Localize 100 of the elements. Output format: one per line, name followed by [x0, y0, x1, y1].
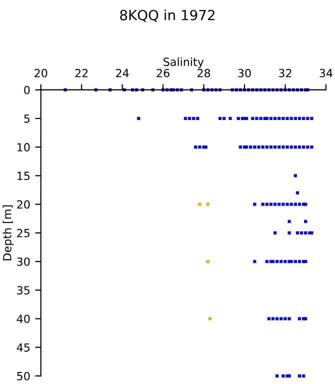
point	[282, 116, 285, 120]
point	[228, 116, 232, 120]
point	[286, 202, 289, 206]
point	[269, 116, 273, 120]
point	[208, 317, 212, 320]
point	[251, 116, 254, 120]
point	[310, 146, 314, 149]
point	[304, 220, 308, 224]
point	[267, 317, 270, 320]
point	[288, 231, 291, 234]
point	[280, 317, 283, 320]
point	[194, 146, 198, 149]
point	[278, 146, 281, 149]
x-tick-label: 34	[320, 68, 332, 78]
point	[222, 116, 226, 120]
point	[265, 146, 268, 149]
point	[265, 260, 268, 264]
point	[192, 116, 196, 120]
point	[282, 202, 285, 206]
point	[259, 116, 262, 120]
point	[206, 260, 210, 264]
y-tick-label: 40	[16, 314, 30, 324]
x-tick-label: 28	[198, 68, 210, 78]
point	[298, 202, 302, 206]
point	[253, 260, 256, 264]
point	[238, 146, 242, 149]
point	[276, 374, 279, 378]
point	[302, 374, 306, 378]
point	[294, 202, 297, 206]
point	[271, 317, 275, 320]
point	[273, 202, 277, 206]
chart-title: 8KQQ in 1972	[120, 10, 214, 22]
point	[298, 317, 302, 320]
point	[206, 202, 210, 206]
y-tick-label: 10	[18, 143, 30, 152]
point	[288, 317, 291, 320]
point	[294, 146, 297, 149]
point	[304, 231, 308, 234]
point	[265, 202, 268, 206]
point	[196, 116, 200, 120]
point	[298, 260, 302, 264]
point	[184, 116, 187, 120]
point	[261, 202, 264, 206]
x-axis-title: Salinity	[164, 57, 204, 68]
point	[273, 231, 277, 234]
x-tick-label: 22	[75, 68, 88, 78]
point	[253, 146, 256, 149]
point	[298, 374, 302, 378]
point	[218, 116, 222, 120]
point	[255, 116, 258, 120]
y-tick-label: 35	[17, 286, 30, 294]
point	[188, 116, 192, 120]
point	[290, 116, 293, 120]
point	[288, 220, 291, 224]
point	[257, 146, 260, 149]
point	[278, 116, 281, 120]
x-tick-label: 30	[238, 68, 251, 78]
point	[306, 116, 310, 120]
y-tick-label: 5	[24, 114, 30, 123]
point	[302, 146, 306, 149]
point	[290, 202, 293, 206]
point	[137, 116, 140, 120]
point	[280, 260, 283, 264]
point	[249, 146, 252, 149]
x-tick-label: 32	[279, 68, 292, 78]
point	[310, 116, 314, 120]
point	[298, 116, 302, 120]
point	[286, 116, 289, 120]
y-tick-label: 0	[24, 86, 30, 94]
point	[296, 191, 299, 194]
point	[302, 116, 306, 120]
y-axis-title: Depth [m]	[2, 205, 14, 260]
point	[282, 146, 285, 149]
point	[300, 231, 304, 234]
y-tick-label: 25	[17, 228, 30, 238]
point	[198, 146, 202, 149]
point	[276, 317, 279, 320]
y-tick-label: 15	[18, 172, 30, 180]
x-tick-label: 20	[34, 68, 48, 78]
y-tick-label: 30	[17, 257, 30, 266]
point	[273, 116, 277, 120]
point	[296, 231, 299, 234]
point	[294, 116, 297, 120]
y-tick-label: 20	[17, 200, 30, 209]
point	[294, 260, 297, 264]
point	[286, 146, 289, 149]
point	[273, 146, 277, 149]
x-tick-label: 24	[116, 68, 129, 78]
point	[269, 202, 273, 206]
point	[294, 174, 297, 178]
point	[253, 202, 256, 206]
point	[284, 260, 287, 264]
x-tick-label: 26	[156, 68, 170, 78]
point	[236, 116, 240, 120]
point	[276, 260, 279, 264]
point	[290, 146, 293, 149]
point	[298, 146, 302, 149]
point	[198, 202, 202, 206]
y-tick-label: 50	[17, 372, 30, 380]
point	[284, 317, 287, 320]
